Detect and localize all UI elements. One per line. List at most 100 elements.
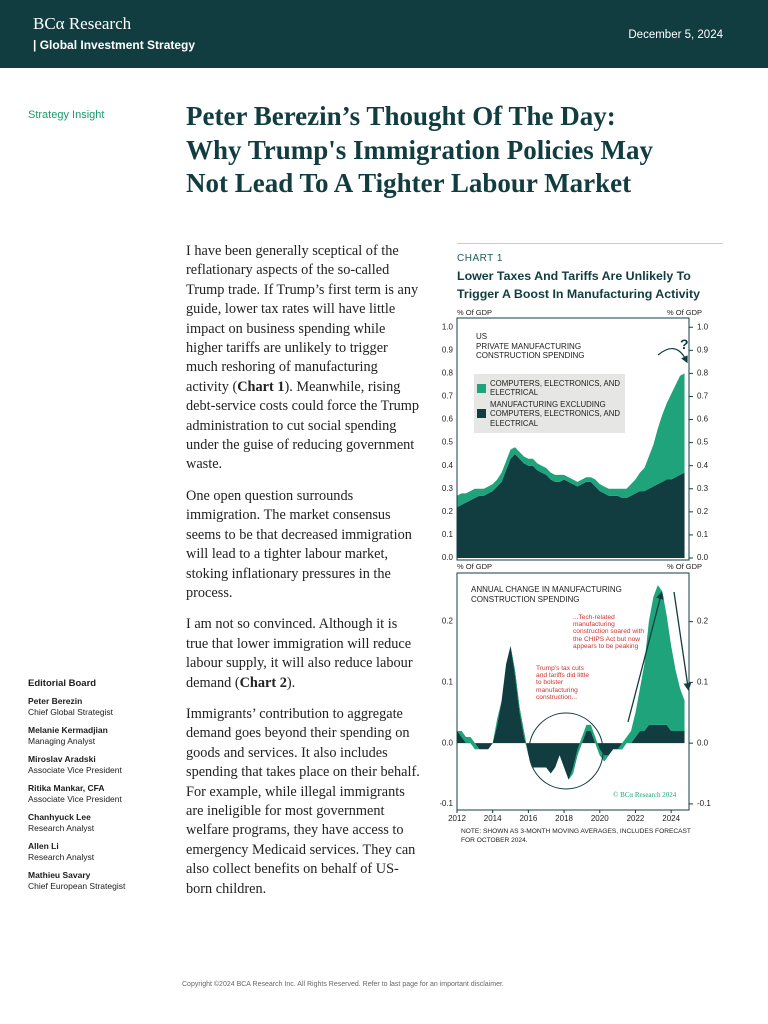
board-member: Allen Li Research Analyst [28,841,178,863]
text-run: ). [286,674,296,691]
legend: COMPUTERS, ELECTRONICS, AND ELECTRICAL M… [474,374,625,434]
body-text: I have been generally sceptical of the r… [186,242,422,911]
y-axis-label: % Of GDP [457,562,493,571]
member-role: Research Analyst [28,852,95,862]
y-tick-label: 1.0 [442,322,454,331]
x-tick-label: 2024 [662,814,680,823]
y-tick-label: 0.6 [442,415,454,424]
legend-label: COMPUTERS, ELECTRONICS, AND ELECTRICAL [490,379,620,398]
chart: 0.0 0.0 0.1 0.1 0.2 0.2 0.3 0.3 0.4 0.4 0.5 0.5 0.6 0… [440,317,711,823]
y-tick-label: 0.2 [442,507,454,516]
publication: | Global Investment Strategy [33,38,196,52]
x-tick-label: 2020 [591,814,609,823]
member-role: Chief Global Strategist [28,707,114,717]
paragraph: One open question surrounds immigration.… [186,487,422,603]
y-tick-label: -0.1 [440,799,454,808]
y-axis-label: % Of GDP [457,308,493,317]
y-tick-label: 0.1 [697,677,709,686]
y-tick-label: 0.4 [442,461,454,470]
x-tick-label: 2022 [627,814,645,823]
board-member: Mathieu Savary Chief European Strategist [28,870,178,892]
y-tick-label: 0.0 [697,738,709,747]
board-title: Editorial Board [28,678,97,689]
paragraph: I have been generally sceptical of the r… [186,242,422,475]
watermark: © BCα Research 2024 [613,791,677,799]
chart-reference: Chart 2 [239,674,287,691]
member-name: Chanhyuck Lee [28,812,91,822]
area [457,454,685,558]
paragraph: I am not so convinced. Although it is tr… [186,615,422,693]
y-tick-label: 0.3 [442,484,454,493]
title-line: Why Trump's Immigration Policies May [186,134,653,165]
annotation: ANNUAL CHANGE IN MANUFACTURING CONSTRUCT… [471,585,622,604]
member-role: Chief European Strategist [28,881,126,891]
y-tick-label: 0.2 [697,617,709,626]
text-run: Immigrants’ contribution to aggregate de… [186,705,420,897]
y-tick-label: 0.2 [442,617,454,626]
annotation-line: US [476,332,488,341]
area [457,645,685,780]
legend-entry: COMPUTERS, ELECTRONICS, AND ELECTRICAL [477,379,621,398]
annotation-line: CONSTRUCTION SPENDING [476,351,585,361]
y-tick-label: 0.4 [697,461,709,470]
member-name: Miroslav Aradski [28,754,96,764]
y-tick-label: 0.0 [697,553,709,562]
chart-label: CHART 1 [457,253,503,264]
editorial-board: Editorial Board Peter Berezin Chief Globa… [28,678,178,899]
date: December 5, 2024 [628,29,723,41]
text-run: One open question surrounds immigration.… [186,487,412,601]
area [457,373,685,508]
chart-title: Lower Taxes And Tariffs Are Unlikely To … [457,269,701,301]
member-role: Research Analyst [28,823,95,833]
member-role: Managing Analyst [28,736,96,746]
legend-label: MANUFACTURING EXCLUDING COMPUTERS, ELECT… [490,399,620,428]
title-line: Not Lead To A Tighter Labour Market [186,168,632,198]
y-tick-label: 0.6 [697,415,709,424]
y-tick-label: -0.1 [697,799,711,808]
member-role: Associate Vice President [28,794,122,804]
title-line: Peter Berezin’s Thought Of The Day: [186,101,616,131]
area [457,585,685,780]
legend-swatch [477,383,486,393]
title: Peter Berezin’s Thought Of The Day: Why … [186,100,746,201]
member-name: Ritika Mankar, CFA [28,783,105,793]
section-label: Strategy Insight [28,109,105,121]
annotation: Trump's tax cuts and tariffs did little … [536,665,590,701]
y-tick-label: 0.9 [442,345,454,354]
panel-frame [456,572,690,811]
legend-swatch [477,409,486,419]
x-tick-label: 2016 [519,814,537,823]
paragraph: Immigrants’ contribution to aggregate de… [186,705,422,899]
text-run: ). Meanwhile, rising debt-service costs … [186,378,420,473]
x-tick-label: 2014 [484,814,502,823]
y-tick-label: 0.9 [697,345,709,354]
divider [457,243,723,244]
member-name: Mathieu Savary [28,870,91,880]
y-tick-label: 0.0 [442,738,454,747]
y-tick-label: 1.0 [697,322,709,331]
y-tick-label: 0.5 [442,438,454,447]
y-tick-label: 0.7 [442,392,454,401]
y-tick-label: 0.8 [697,368,709,377]
text-run: I am not so convinced. Although it is tr… [186,616,413,691]
x-tick-label: 2012 [448,814,466,823]
board-member: Melanie Kermadjian Managing Analyst [28,725,178,747]
board-member: Miroslav Aradski Associate Vice President [28,754,178,776]
y-tick-label: 0.5 [697,438,709,447]
annotation: US PRIVATE MANUFACTURING CONSTRUCTION SP… [476,332,626,361]
member-name: Melanie Kermadjian [28,725,108,735]
member-name: Allen Li [28,841,59,851]
y-axis-label: % Of GDP [666,308,702,317]
board-member: Peter Berezin Chief Global Strategist [28,696,178,718]
member-role: Associate Vice President [28,765,122,775]
board-member: Ritika Mankar, CFA Associate Vice Preside… [28,783,178,805]
text-run: I have been generally sceptical of the r… [186,243,419,395]
chart-reference: Chart 1 [237,378,285,395]
y-tick-label: 0.1 [442,677,454,686]
x-tick-label: 2018 [555,814,573,823]
y-tick-label: 0.8 [442,368,454,377]
y-tick-label: 0.1 [697,530,709,539]
annotation: ? [680,336,689,352]
y-tick-label: 0.3 [697,484,709,493]
